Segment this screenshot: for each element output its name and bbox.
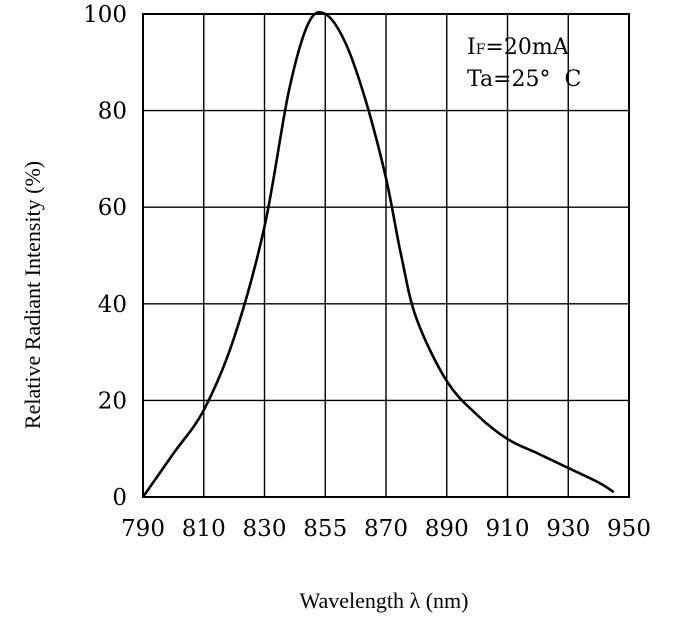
x-tick-label: 890 [425, 516, 469, 542]
x-tick-label: 930 [546, 516, 590, 542]
y-tick-labels: 0 20 40 60 80 100 [83, 2, 127, 511]
x-tick-label: 870 [364, 516, 408, 542]
plot-frame [142, 13, 630, 498]
y-tick-label: 80 [98, 99, 127, 125]
x-tick-label: 855 [303, 516, 347, 542]
y-tick-label: 100 [83, 2, 127, 28]
grid [143, 14, 629, 497]
x-tick-label: 830 [243, 516, 287, 542]
plot-border [142, 13, 630, 498]
y-axis-label: Relative Radiant Intensity (%) [20, 161, 45, 429]
annotation-temperature: Ta=25° C [467, 67, 581, 92]
series-line [141, 10, 615, 498]
y-tick-label: 0 [112, 485, 127, 511]
x-tick-label: 950 [607, 516, 651, 542]
legend: IF=20mA Ta=25° C [467, 35, 581, 92]
x-tick-label: 910 [486, 516, 530, 542]
y-tick-label: 20 [98, 388, 127, 414]
y-tick-label: 40 [98, 292, 127, 318]
x-tick-label: 790 [121, 516, 165, 542]
x-tick-label: 810 [182, 516, 226, 542]
y-tick-label: 60 [98, 195, 127, 221]
annotation-current: IF=20mA [467, 35, 570, 60]
x-axis-label: Wavelength λ (nm) [300, 588, 469, 613]
x-tick-labels: 790 810 830 855 870 890 910 930 950 [121, 516, 651, 542]
